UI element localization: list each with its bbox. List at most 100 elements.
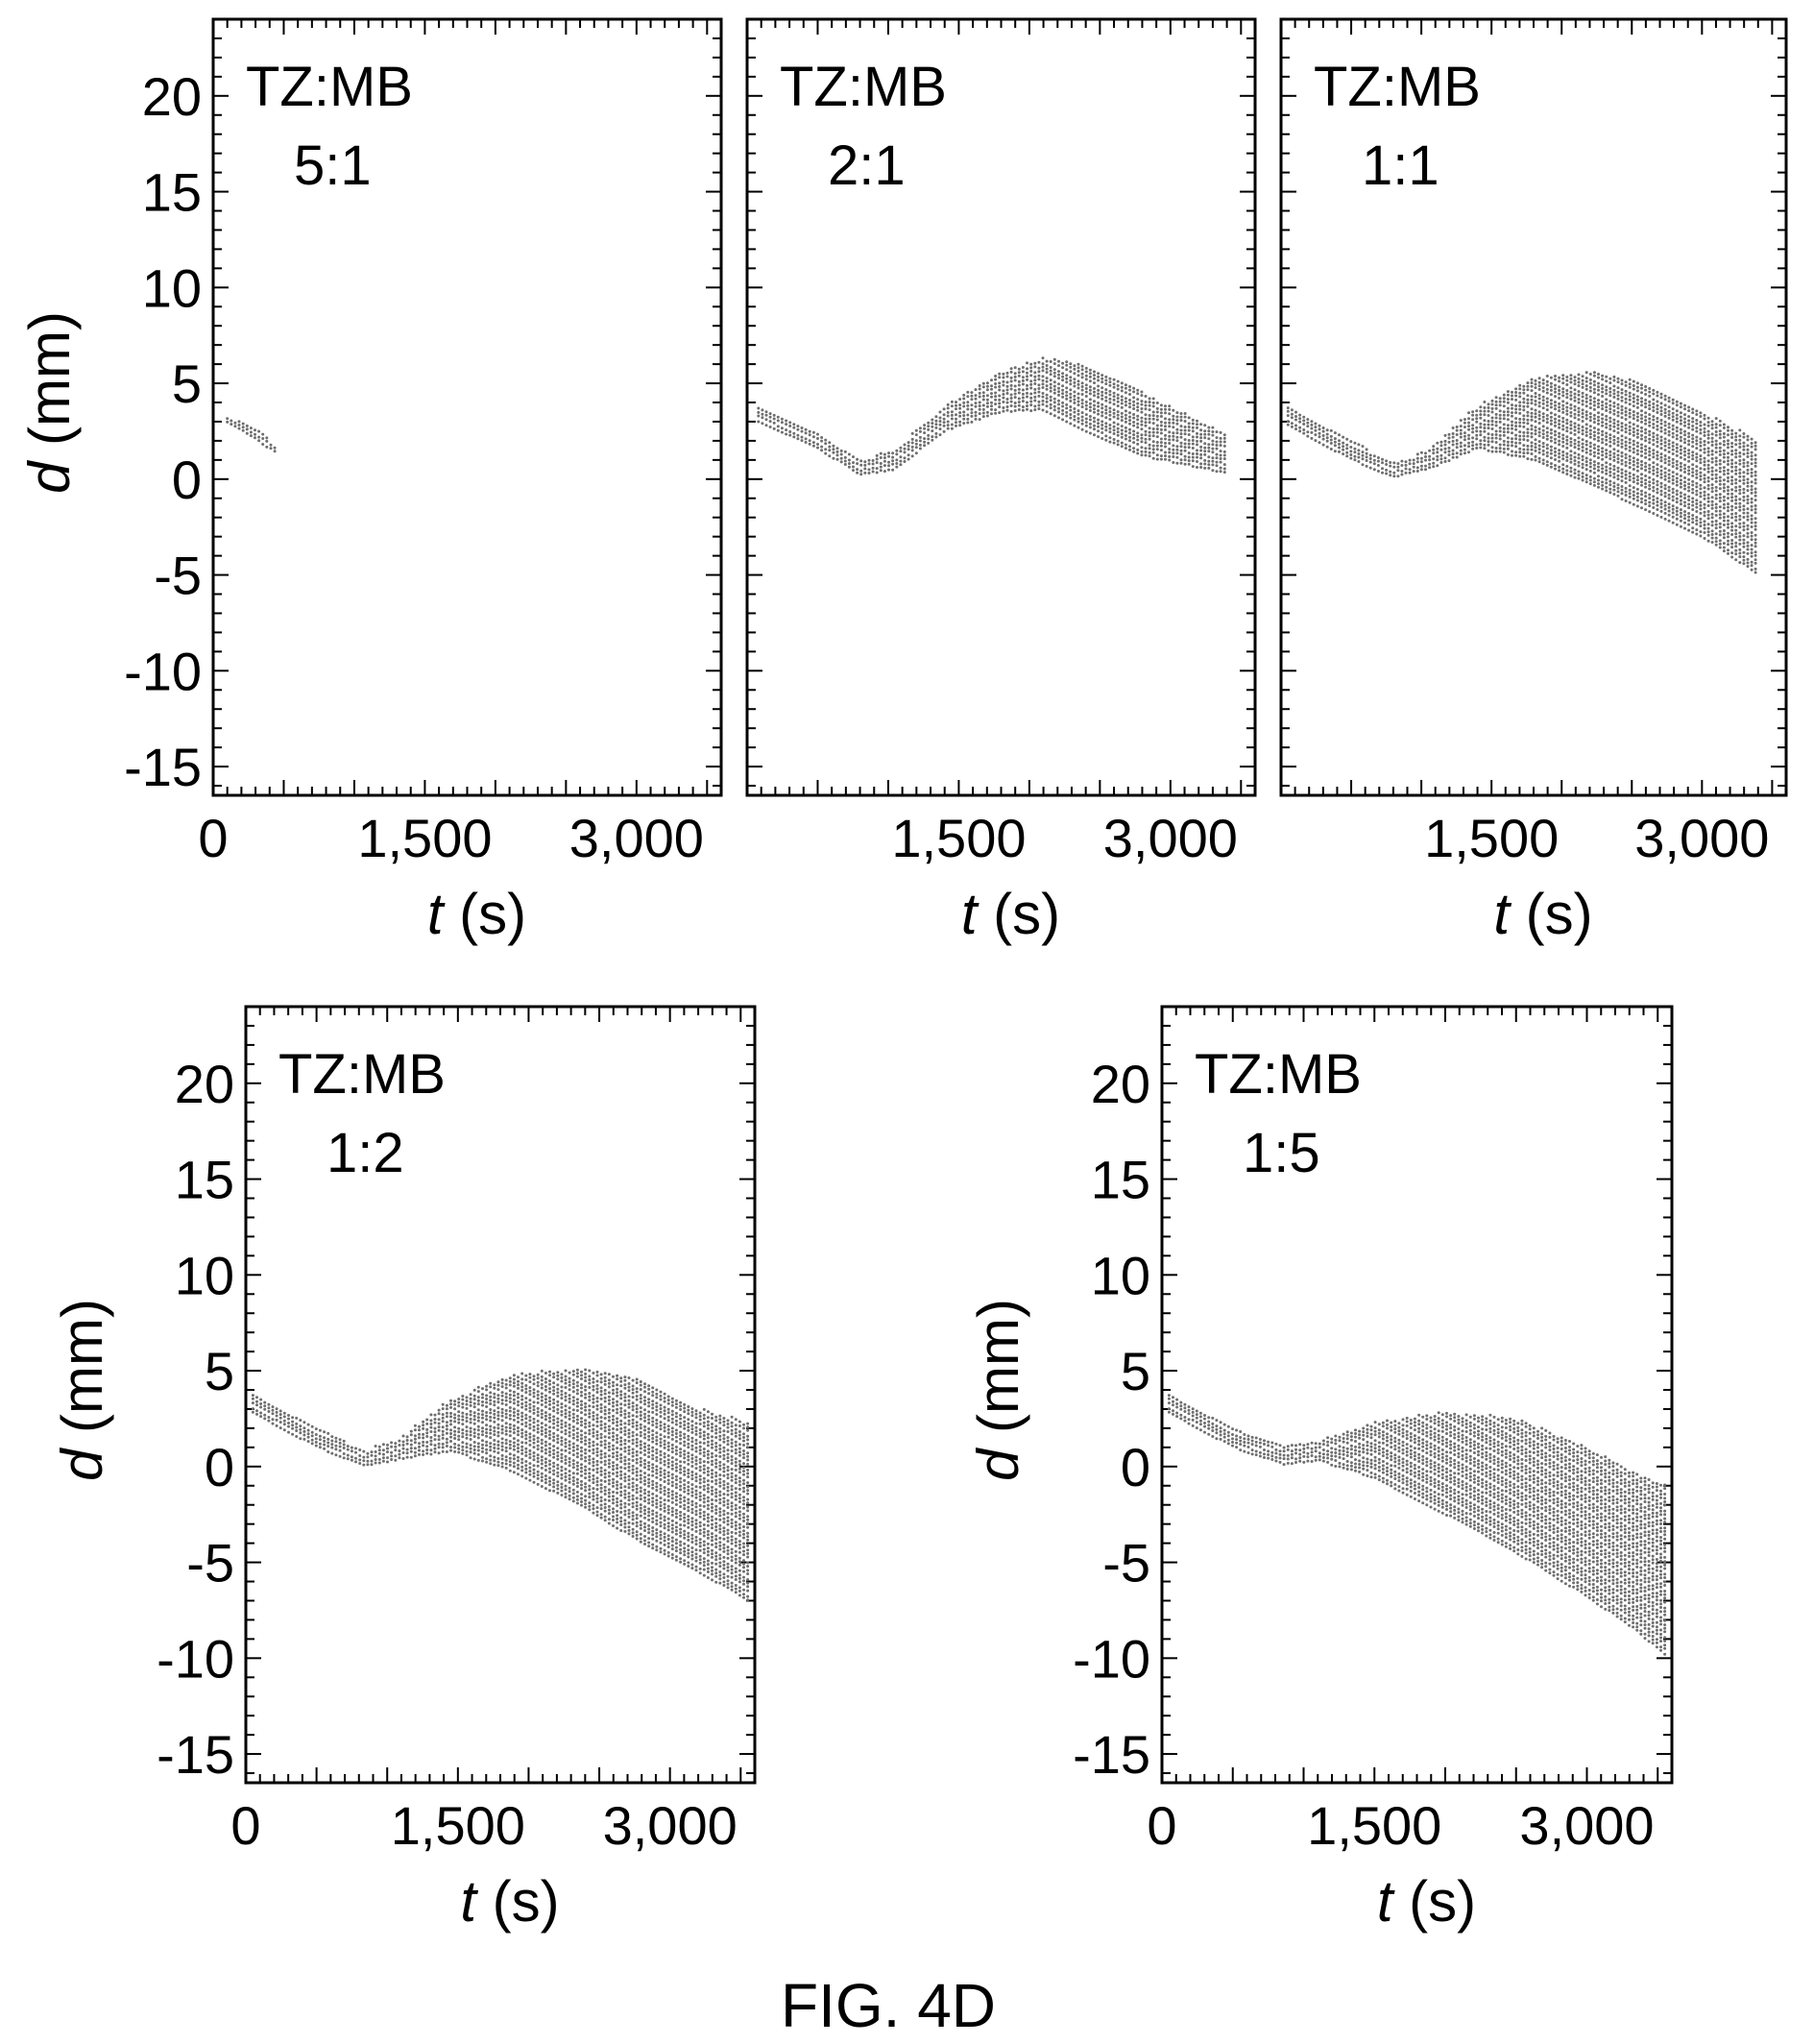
data-point <box>1065 374 1069 377</box>
data-point <box>1385 472 1389 475</box>
data-point <box>1624 401 1628 404</box>
data-point <box>1494 420 1498 424</box>
data-point <box>461 1418 465 1422</box>
data-point <box>1093 407 1096 411</box>
data-point <box>1746 481 1750 485</box>
data-point <box>1671 504 1675 508</box>
data-point <box>453 1433 457 1437</box>
data-point <box>1475 447 1479 450</box>
data-point <box>1706 467 1710 471</box>
data-point <box>536 1376 540 1380</box>
data-point <box>1541 386 1545 390</box>
data-point <box>1136 398 1140 402</box>
data-point <box>1652 477 1656 481</box>
data-point <box>1691 457 1695 461</box>
data-point <box>800 435 804 439</box>
data-point <box>1076 400 1080 403</box>
data-point <box>1549 445 1553 449</box>
data-point <box>1671 435 1675 439</box>
data-point <box>560 1456 564 1460</box>
data-point <box>780 417 784 421</box>
data-point <box>532 1417 536 1421</box>
data-point <box>1714 526 1718 530</box>
data-point <box>449 1432 452 1435</box>
data-point <box>472 1457 476 1461</box>
data-point <box>1656 491 1659 495</box>
data-point <box>1718 479 1722 483</box>
data-point <box>1471 424 1475 427</box>
data-point <box>1746 498 1750 501</box>
data-point <box>1718 446 1722 450</box>
data-point <box>1140 400 1144 403</box>
data-point <box>981 391 985 395</box>
data-point <box>946 410 950 414</box>
data-point <box>1718 424 1722 427</box>
data-point <box>1648 400 1652 403</box>
data-point <box>1675 453 1679 457</box>
data-point <box>1722 426 1726 429</box>
data-point <box>500 1419 504 1423</box>
data-point <box>883 456 886 460</box>
data-point <box>962 397 966 401</box>
data-point <box>1487 449 1490 452</box>
data-point <box>978 387 981 391</box>
data-point <box>1455 442 1459 446</box>
data-point <box>500 1457 504 1461</box>
data-point <box>1459 425 1463 428</box>
data-point <box>966 421 970 425</box>
data-point <box>1545 447 1549 450</box>
data-point <box>1597 456 1600 459</box>
data-point <box>508 1414 512 1417</box>
data-point <box>271 1412 275 1416</box>
data-point <box>1581 478 1584 482</box>
data-point <box>528 1478 532 1482</box>
data-point <box>1699 427 1703 431</box>
data-point <box>1467 437 1470 441</box>
data-point <box>575 1438 579 1442</box>
data-point <box>445 1421 448 1424</box>
data-point <box>1080 419 1084 423</box>
data-point <box>1683 429 1686 433</box>
data-point <box>856 471 859 474</box>
data-point <box>1049 386 1052 390</box>
data-point <box>1076 412 1080 416</box>
data-point <box>1128 415 1131 419</box>
data-point <box>540 1422 544 1425</box>
data-point <box>1734 519 1738 523</box>
data-point <box>508 1379 512 1383</box>
data-point <box>1549 399 1553 402</box>
data-point <box>1306 430 1310 434</box>
data-point <box>496 1400 500 1404</box>
data-point <box>1404 471 1408 474</box>
data-point <box>394 1458 398 1462</box>
data-point <box>1628 449 1632 452</box>
data-point <box>517 1421 520 1424</box>
data-point <box>1168 430 1172 434</box>
data-point <box>1498 420 1502 424</box>
data-point <box>1514 450 1518 454</box>
data-point <box>1620 450 1624 454</box>
data-point <box>1534 426 1537 429</box>
data-point <box>1219 470 1222 474</box>
data-point <box>1663 441 1667 445</box>
data-point <box>1581 474 1584 478</box>
data-point <box>1333 440 1337 444</box>
data-point <box>548 1407 551 1411</box>
data-point <box>556 1428 560 1432</box>
data-point <box>1041 392 1045 395</box>
data-point <box>1730 533 1734 536</box>
data-point <box>580 1453 583 1457</box>
data-point <box>1021 396 1025 400</box>
data-point <box>1565 469 1569 473</box>
data-point <box>863 460 867 464</box>
data-point <box>1463 434 1466 438</box>
data-point <box>493 1425 496 1429</box>
data-point <box>1049 366 1052 369</box>
data-point <box>1490 436 1494 440</box>
data-point <box>1734 495 1738 499</box>
data-point <box>1076 382 1080 386</box>
data-point <box>1203 442 1207 446</box>
data-point <box>1172 448 1175 451</box>
data-point <box>1742 495 1746 499</box>
data-point <box>552 1409 556 1413</box>
